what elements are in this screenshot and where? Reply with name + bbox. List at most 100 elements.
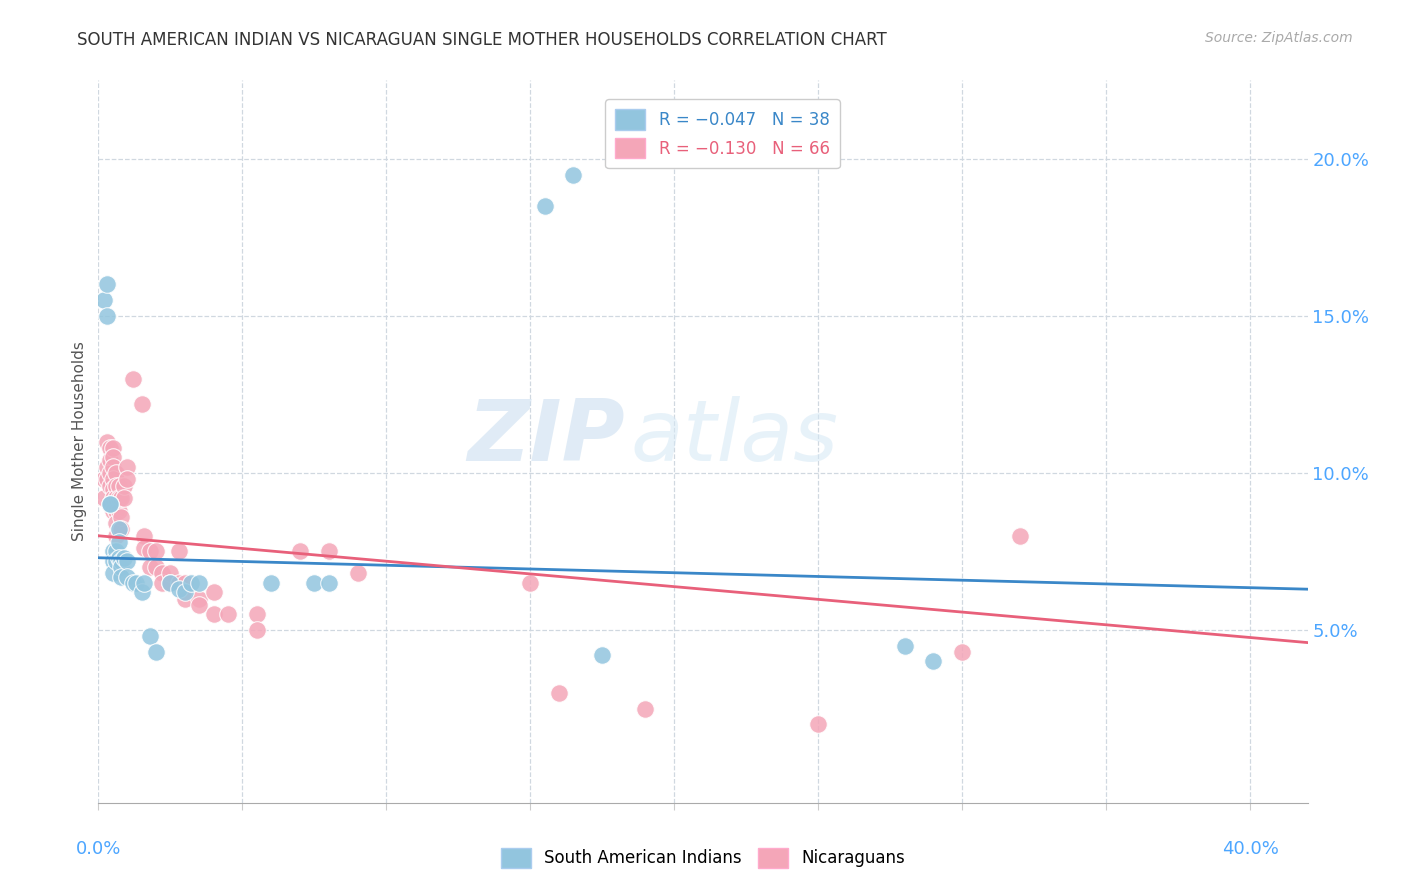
Point (159, 566, 181, 581)
Point (150, 575, 173, 590)
Point (1008, 529, 1031, 543)
Point (145, 544, 167, 558)
Point (150, 566, 173, 581)
Point (893, 639, 915, 653)
Point (98, 497, 121, 511)
Point (110, 523, 132, 537)
Point (134, 541, 156, 556)
Point (167, 544, 190, 558)
Legend: R = −0.047   N = 38, R = −0.130   N = 66: R = −0.047 N = 38, R = −0.130 N = 66 (606, 99, 839, 169)
Point (134, 575, 156, 590)
Point (98, 497, 121, 511)
Point (107, 503, 129, 517)
Point (115, 554, 138, 568)
Point (533, 199, 555, 213)
Point (139, 629, 162, 643)
Point (112, 550, 135, 565)
Point (807, 717, 830, 731)
Point (101, 482, 124, 496)
Point (288, 544, 311, 558)
Point (180, 575, 202, 590)
Point (110, 569, 132, 583)
Point (107, 523, 129, 537)
Point (112, 478, 135, 492)
Text: 0.0%: 0.0% (76, 840, 121, 858)
Point (134, 529, 156, 543)
Point (115, 569, 138, 583)
Point (159, 575, 181, 590)
Point (548, 686, 571, 700)
Point (110, 491, 132, 505)
Point (115, 459, 138, 474)
Point (104, 544, 127, 558)
Point (101, 491, 124, 505)
Point (104, 554, 127, 568)
Point (93, 293, 115, 308)
Point (107, 535, 129, 549)
Point (104, 491, 127, 505)
Point (318, 575, 340, 590)
Point (110, 510, 132, 524)
Point (98, 466, 121, 480)
Point (122, 372, 145, 386)
Point (104, 529, 127, 543)
Point (93, 472, 115, 486)
Point (101, 554, 124, 568)
Point (112, 491, 135, 505)
Point (101, 450, 124, 465)
Point (96, 459, 118, 474)
Point (96, 277, 118, 292)
Legend: South American Indians, Nicaraguans: South American Indians, Nicaraguans (494, 841, 912, 875)
Point (107, 491, 129, 505)
Point (131, 397, 153, 411)
Point (101, 472, 124, 486)
Point (98, 478, 121, 492)
Point (188, 591, 211, 606)
Point (104, 516, 127, 531)
Point (96, 309, 118, 323)
Point (145, 645, 167, 659)
Point (125, 575, 148, 590)
Y-axis label: Single Mother Households: Single Mother Households (72, 342, 87, 541)
Point (107, 550, 129, 565)
Point (519, 575, 541, 590)
Point (98, 441, 121, 455)
Point (122, 575, 145, 590)
Point (159, 575, 181, 590)
Point (107, 523, 129, 537)
Point (167, 582, 190, 597)
Point (246, 623, 269, 637)
Point (950, 645, 973, 659)
Point (202, 585, 225, 599)
Text: ZIP: ZIP (467, 396, 624, 479)
Point (104, 478, 127, 492)
Point (346, 566, 368, 581)
Point (304, 575, 326, 590)
Point (101, 441, 124, 455)
Point (260, 575, 283, 590)
Point (110, 554, 132, 568)
Point (101, 566, 124, 581)
Point (139, 544, 162, 558)
Point (188, 575, 211, 590)
Point (246, 607, 269, 622)
Point (188, 598, 211, 612)
Point (145, 560, 167, 574)
Point (173, 591, 195, 606)
Text: SOUTH AMERICAN INDIAN VS NICARAGUAN SINGLE MOTHER HOUSEHOLDS CORRELATION CHART: SOUTH AMERICAN INDIAN VS NICARAGUAN SING… (77, 31, 887, 49)
Point (131, 585, 153, 599)
Point (562, 168, 585, 182)
Point (202, 607, 225, 622)
Point (101, 503, 124, 517)
Point (101, 544, 124, 558)
Point (634, 701, 657, 715)
Point (139, 560, 162, 574)
Point (107, 478, 129, 492)
Point (98, 453, 121, 467)
Point (96, 434, 118, 449)
Point (93, 491, 115, 505)
Text: 40.0%: 40.0% (1222, 840, 1278, 858)
Point (104, 503, 127, 517)
Point (167, 575, 190, 590)
Point (173, 575, 195, 590)
